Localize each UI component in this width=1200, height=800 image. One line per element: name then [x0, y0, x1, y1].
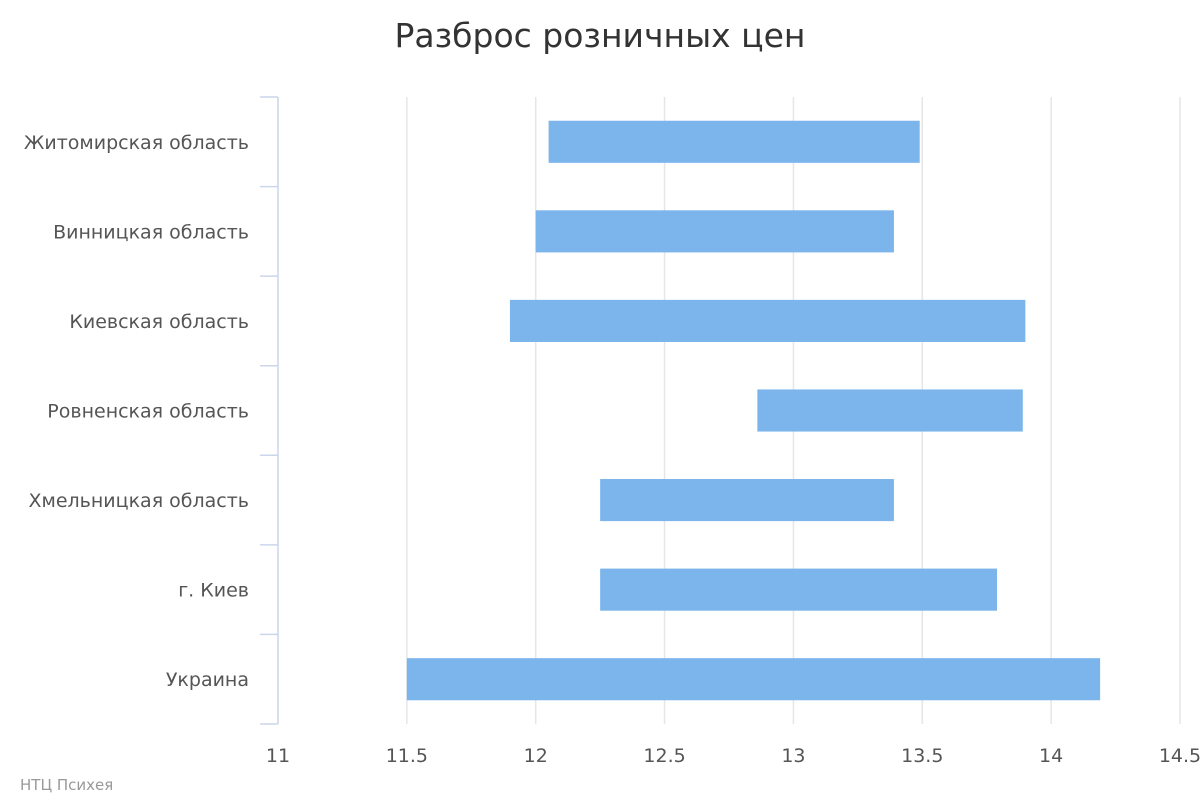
category-label: Житомирская область	[24, 132, 249, 154]
credits-text[interactable]: НТЦ Психея	[20, 776, 113, 794]
range-bar[interactable]	[509, 299, 1026, 342]
range-bar[interactable]	[548, 120, 920, 163]
y-axis	[260, 96, 279, 725]
category-labels: Житомирская область Винницкая область Киев…	[24, 132, 249, 691]
x-tick-label: 13.5	[901, 745, 943, 767]
range-bar[interactable]	[757, 389, 1023, 432]
category-label: г. Киев	[178, 580, 249, 602]
range-bar[interactable]	[406, 658, 1101, 701]
range-bars	[406, 120, 1101, 701]
range-bar[interactable]	[600, 568, 998, 611]
x-axis-tick-labels: 11 11.5 12 12.5 13 13.5 14 14.5	[266, 745, 1200, 767]
category-label: Винницкая область	[53, 221, 249, 243]
x-tick-label: 11	[266, 745, 290, 767]
x-tick-label: 14.5	[1159, 745, 1200, 767]
x-tick-label: 14	[1039, 745, 1063, 767]
range-bar[interactable]	[535, 210, 894, 253]
x-tick-label: 11.5	[386, 745, 428, 767]
category-label: Украина	[166, 669, 249, 691]
chart-title: Разброс розничных цен	[395, 16, 806, 55]
x-tick-label: 12.5	[643, 745, 685, 767]
range-bar[interactable]	[600, 479, 894, 522]
category-label: Ровненская область	[47, 401, 249, 423]
category-label: Киевская область	[69, 311, 249, 333]
x-tick-label: 13	[781, 745, 805, 767]
category-label: Хмельницкая область	[28, 490, 249, 512]
x-tick-label: 12	[524, 745, 548, 767]
